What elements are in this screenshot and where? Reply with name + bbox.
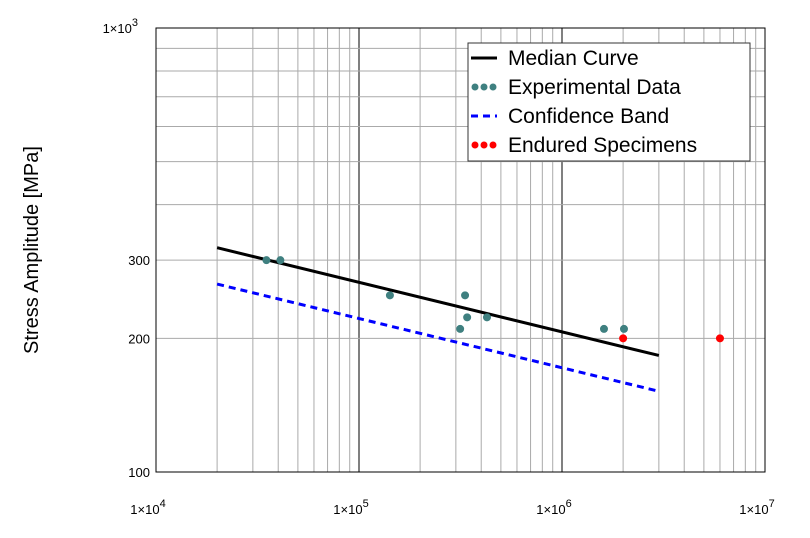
- confidence-band-line: [216, 282, 660, 393]
- median-curve-line: [216, 246, 660, 357]
- legend-swatch-dot: [489, 141, 497, 149]
- endured-specimen-point: [715, 334, 724, 343]
- experimental-data-point: [463, 313, 472, 322]
- legend-swatch-dot: [489, 83, 497, 91]
- x-tick-exponent: 5: [363, 498, 369, 510]
- x-tick-exponent: 4: [160, 498, 166, 510]
- legend-label: Confidence Band: [508, 105, 669, 128]
- plot-frame: [155, 27, 766, 473]
- experimental-data-point: [276, 256, 285, 265]
- x-tick-label: 1×105: [333, 498, 368, 517]
- x-tick-exponent: 7: [769, 498, 775, 510]
- y-tick-label: 100: [128, 465, 150, 480]
- x-tick-label: 1×106: [536, 498, 571, 517]
- series-layer: [216, 246, 724, 393]
- experimental-data-point: [385, 291, 394, 300]
- legend-swatch-dot: [471, 141, 479, 149]
- experimental-data-point: [599, 324, 608, 333]
- y-axis-label: Stress Amplitude [MPa]: [21, 146, 43, 354]
- experimental-data-point: [456, 324, 465, 333]
- experimental-data-point: [262, 256, 271, 265]
- experimental-data-point: [482, 313, 491, 322]
- endured-specimen-point: [619, 334, 628, 343]
- legend-label: Endured Specimens: [508, 134, 697, 157]
- y-tick-label: 1×103: [103, 17, 138, 36]
- y-tick-label: 300: [128, 253, 150, 268]
- y-tick-exponent: 3: [132, 17, 138, 29]
- x-tick-label: 1×107: [739, 498, 774, 517]
- x-tick-label: 1×104: [130, 498, 165, 517]
- legend-label: Median Curve: [508, 47, 639, 70]
- tick-labels: 1×104 1×105 1×106 1×107 100 200 300 1×103: [103, 17, 775, 517]
- y-tick-label: 200: [128, 331, 150, 346]
- legend-swatch-dot: [480, 83, 488, 91]
- legend-label: Experimental Data: [508, 76, 681, 99]
- legend: Median Curve Experimental Data Confidence …: [467, 42, 751, 162]
- experimental-data-point: [461, 291, 470, 300]
- x-tick-exponent: 6: [566, 498, 572, 510]
- legend-swatch-dot: [471, 83, 479, 91]
- grid: [155, 28, 765, 473]
- experimental-data-point: [619, 324, 628, 333]
- legend-swatch-dot: [480, 141, 488, 149]
